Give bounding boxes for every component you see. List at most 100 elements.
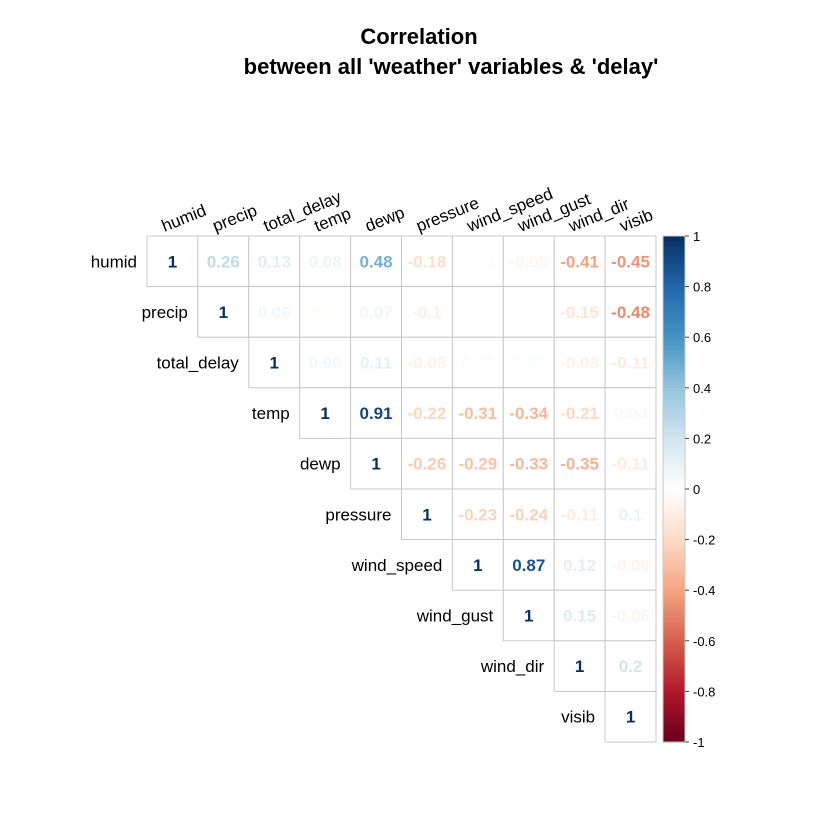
- cell-value-precip-total_delay: 0.06: [258, 303, 291, 322]
- colorbar-segment: [663, 736, 685, 741]
- cell-humid-total_delay: [248, 235, 301, 288]
- colorbar-segment: [663, 625, 685, 629]
- colorbar-segment: [663, 658, 685, 662]
- colorbar-segment: [663, 537, 685, 541]
- cell-value-temp-dewp: 0.91: [360, 404, 393, 423]
- colorbar-segment: [663, 289, 685, 293]
- cell-humid-precip: [197, 235, 250, 288]
- colorbar-segment: [663, 681, 685, 685]
- colorbar-segment: [663, 365, 685, 369]
- colorbar-segment: [663, 701, 685, 705]
- cell-value-dewp-wind_gust: -0.33: [509, 455, 548, 474]
- colorbar-segment: [663, 324, 685, 328]
- cell-value-pressure-wind_gust: -0.24: [509, 505, 548, 524]
- cell-value-dewp-pressure: -0.26: [408, 455, 447, 474]
- colorbar-segment: [663, 387, 685, 391]
- cell-value-precip-pressure: -0.1: [412, 303, 441, 322]
- cell-value-humid-humid: 1: [168, 252, 177, 271]
- colorbar-segment: [663, 496, 685, 500]
- cell-value-total_delay-wind_dir: -0.08: [560, 354, 599, 373]
- cell-value-precip-visib: -0.48: [611, 303, 650, 322]
- cell-value-temp-pressure: -0.22: [408, 404, 447, 423]
- colorbar-segment: [663, 473, 685, 477]
- colorbar-segment: [663, 514, 685, 518]
- colorbar-segment: [663, 610, 685, 614]
- cell-value-precip-temp: -0.02: [306, 303, 345, 322]
- cell-value-humid-pressure: -0.18: [408, 252, 447, 271]
- cell-dewp-wind_speed: [451, 437, 504, 490]
- cell-value-humid-precip: 0.26: [207, 252, 240, 271]
- colorbar-segment: [663, 433, 685, 437]
- row-label-temp: temp: [252, 404, 290, 423]
- cell-wind_gust-wind_dir: [553, 589, 606, 642]
- cell-value-dewp-dewp: 1: [371, 455, 380, 474]
- colorbar-segment: [663, 354, 685, 359]
- colorbar-segment: [663, 359, 685, 364]
- colorbar-segment: [663, 410, 685, 414]
- colorbar-segment: [663, 248, 685, 252]
- colorbar-segment: [663, 266, 685, 270]
- colorbar-segment: [663, 468, 685, 472]
- colorbar-segment: [663, 615, 685, 619]
- colorbar-segment: [663, 306, 685, 310]
- colorbar-segment: [663, 506, 685, 510]
- colorbar-segment: [663, 236, 685, 240]
- colorbar-segment: [663, 486, 685, 490]
- colorbar-segment: [663, 256, 685, 260]
- cell-value-humid-dewp: 0.48: [360, 252, 393, 271]
- colorbar-segment: [663, 602, 685, 606]
- colorbar-segment: [663, 241, 685, 245]
- colorbar-segment: [663, 382, 685, 386]
- colorbar-tick-label: -0.4: [693, 583, 715, 598]
- colorbar-segment: [663, 529, 685, 533]
- colorbar-segment: [663, 332, 685, 336]
- cell-value-humid-wind_dir: -0.41: [560, 252, 599, 271]
- colorbar-segment: [663, 483, 685, 488]
- colorbar-tick-label: -0.2: [693, 533, 715, 548]
- colorbar-segment: [663, 476, 685, 480]
- cell-value-temp-wind_dir: -0.21: [560, 404, 599, 423]
- colorbar-segment: [663, 494, 685, 498]
- colorbar-segment: [663, 686, 685, 690]
- colorbar-segment: [663, 524, 685, 528]
- colorbar-segment: [663, 263, 685, 267]
- colorbar-segment: [663, 405, 685, 409]
- colorbar-segment: [663, 638, 685, 642]
- colorbar-segment: [663, 640, 685, 644]
- colorbar-segment: [663, 337, 685, 341]
- colorbar-segment: [663, 428, 685, 432]
- colorbar-segment: [663, 448, 685, 452]
- colorbar-segment: [663, 279, 685, 283]
- cell-value-pressure-wind_speed: -0.23: [458, 505, 497, 524]
- colorbar-segment: [663, 415, 685, 419]
- colorbar-segment: [663, 390, 685, 394]
- row-label-wind_speed: wind_speed: [351, 556, 443, 575]
- cell-value-dewp-wind_dir: -0.35: [560, 455, 599, 474]
- cell-humid-humid: [146, 235, 199, 288]
- colorbar-segment: [663, 661, 685, 665]
- row-label-humid: humid: [91, 252, 137, 271]
- cell-wind_dir-wind_dir: [553, 640, 606, 692]
- cell-precip-total_delay: [248, 286, 301, 338]
- colorbar-segment: [663, 719, 685, 723]
- colorbar-segment: [663, 481, 685, 485]
- cell-dewp-visib: [604, 437, 657, 490]
- cell-pressure-visib: [604, 488, 657, 541]
- colorbar-segment: [663, 511, 685, 515]
- cell-total_delay-dewp: [350, 336, 403, 389]
- colorbar-segment: [663, 600, 685, 604]
- colorbar-segment: [663, 673, 685, 677]
- colorbar-segment: [663, 397, 685, 402]
- colorbar-segment: [663, 539, 685, 543]
- colorbar-segment: [663, 271, 685, 275]
- colorbar-segment: [663, 375, 685, 379]
- colorbar-segment: [663, 243, 685, 247]
- colorbar-segment: [663, 668, 685, 672]
- colorbar-segment: [663, 542, 685, 546]
- colorbar-segment: [663, 519, 685, 523]
- colorbar-segment: [663, 367, 685, 371]
- colorbar-segment: [663, 281, 685, 285]
- colorbar-segment: [663, 489, 685, 493]
- cell-total_delay-visib: [604, 336, 657, 389]
